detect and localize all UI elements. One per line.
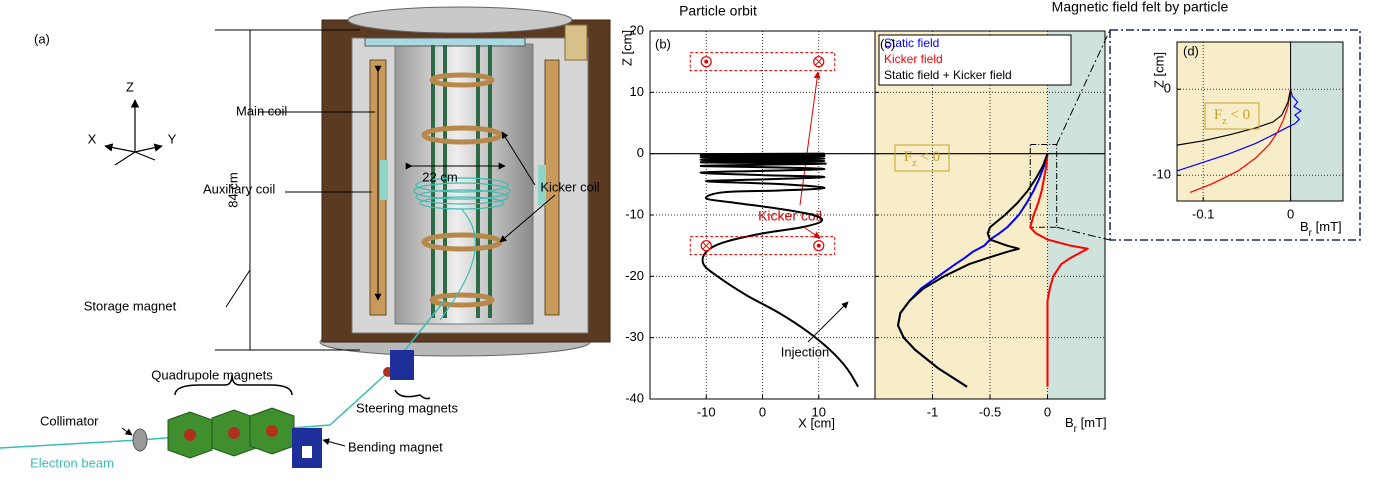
chart-title: Particle orbit: [679, 3, 757, 19]
label: Br [mT]: [1065, 415, 1107, 435]
label: Storage magnet: [84, 298, 177, 313]
label: Quadrupole magnets: [151, 367, 273, 382]
y-tick-label: 10: [630, 84, 644, 99]
chart-title: Magnetic field felt by particle: [1052, 0, 1229, 15]
x-axis-label: X [cm]: [798, 415, 835, 430]
y-tick-label: -10: [1152, 167, 1171, 182]
coil-dot: [816, 243, 821, 248]
inset-frame: [1109, 29, 1361, 241]
text-part: B: [1300, 219, 1309, 234]
label: Fz < 0: [904, 149, 940, 168]
label: 22 cm: [422, 169, 457, 184]
subscript: r: [1074, 424, 1078, 435]
panel-label: (d): [1183, 43, 1199, 58]
y-tick-label: 0: [1164, 81, 1171, 96]
label: Main coil: [236, 103, 287, 118]
axis-label: Y: [168, 131, 177, 146]
text-part: F: [1214, 107, 1222, 123]
label: Fz < 0: [1214, 107, 1250, 126]
coil-cross: [814, 57, 823, 66]
legend-entry: Kicker field: [884, 52, 943, 66]
panel-label: (b): [655, 36, 671, 51]
negative-region: [1177, 42, 1291, 201]
plot-frame: [1176, 41, 1344, 202]
panel-label: (a): [34, 31, 50, 46]
x-tick-label: -10: [697, 404, 716, 419]
text-part: < 0: [917, 149, 940, 165]
label: Collimator: [40, 413, 99, 428]
x-tick-label: -0.5: [979, 404, 1001, 419]
label: Kicker coil: [540, 179, 599, 194]
panel-label: (c): [880, 36, 895, 51]
plot-frame: [874, 30, 1106, 400]
series-line: [897, 153, 1049, 388]
x-tick-label: -0.1: [1192, 206, 1214, 221]
y-axis-label: Z [cm]: [619, 30, 634, 66]
legend-entry: Static field: [884, 36, 939, 50]
zoom-connector: [1056, 226, 1111, 241]
series-line: [1029, 153, 1089, 387]
coil-dot: [704, 59, 709, 64]
legend-entry: Static field + Kicker field: [884, 68, 1012, 82]
y-tick-label: -30: [625, 329, 644, 344]
label: 84 cm: [225, 172, 240, 207]
annotation: Kicker coil: [758, 208, 822, 224]
y-axis-label: Z [cm]: [1151, 52, 1166, 88]
y-tick-label: -40: [625, 390, 644, 405]
negative-region: [875, 31, 1048, 399]
label: Steering magnets: [356, 400, 458, 415]
series-line: [1189, 89, 1292, 193]
subscript: z: [1222, 116, 1227, 127]
annotation: Injection: [781, 344, 829, 359]
y-tick-label: -20: [625, 268, 644, 283]
axis-label: X: [88, 131, 97, 146]
apparatus-diagram: (a) Z X Y Main coil Auxiliary coil 22 cm…: [0, 6, 611, 470]
coil-cross: [702, 241, 711, 250]
subscript: r: [1309, 228, 1313, 239]
annotation-box: [1204, 102, 1260, 130]
y-tick-label: 20: [630, 22, 644, 37]
coil-box: [689, 52, 836, 72]
y-tick-label: 0: [637, 145, 644, 160]
subscript: z: [912, 158, 917, 169]
x-tick-label: 0: [1044, 404, 1051, 419]
label: Electron beam: [30, 455, 114, 470]
text-part: F: [904, 149, 912, 165]
x-tick-label: 0: [759, 404, 766, 419]
label: Br [mT]: [1300, 219, 1342, 239]
label: Bending magnet: [348, 439, 443, 454]
series-line: [1176, 89, 1292, 146]
text-part: B: [1065, 415, 1074, 430]
zoom-connector: [1056, 29, 1111, 145]
legend-box: [878, 34, 1072, 86]
coil-box: [689, 236, 836, 256]
axis-label: Z: [126, 79, 134, 94]
x-tick-label: 0: [1287, 206, 1294, 221]
x-tick-label: 10: [812, 404, 826, 419]
text-part: [mT]: [1312, 219, 1342, 234]
series-line: [1176, 89, 1302, 172]
label: Auxiliary coil: [203, 181, 275, 196]
x-tick-label: -1: [927, 404, 939, 419]
text-part: < 0: [1227, 107, 1250, 123]
annotation-box: [894, 144, 950, 172]
series-line: [699, 152, 859, 388]
y-tick-label: -10: [625, 206, 644, 221]
positive-region: [1290, 42, 1343, 201]
text-part: [mT]: [1077, 415, 1107, 430]
